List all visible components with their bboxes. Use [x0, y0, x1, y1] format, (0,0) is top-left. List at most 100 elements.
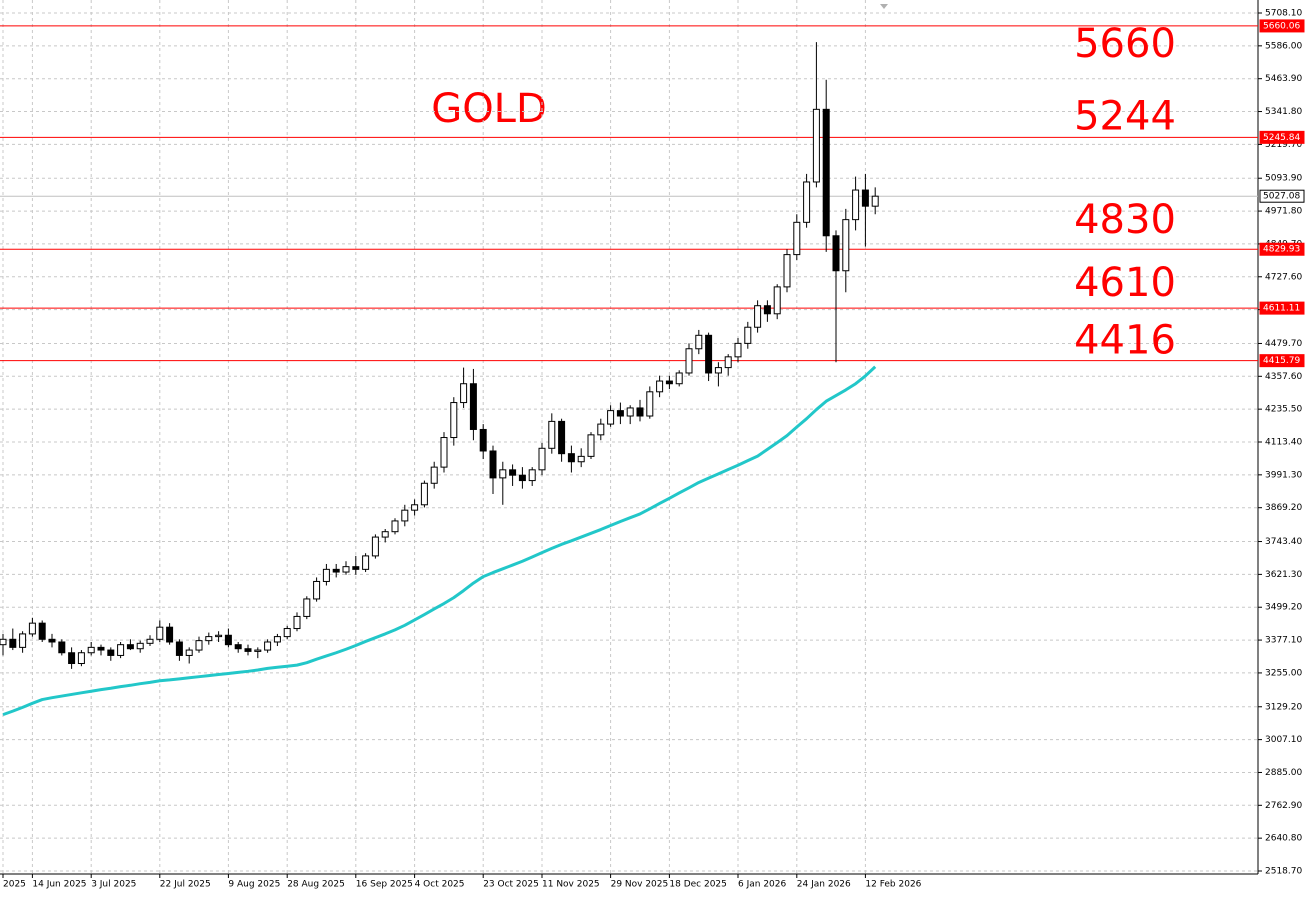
candle-body: [205, 636, 213, 642]
candle-body: [58, 641, 66, 654]
candle-body: [754, 305, 762, 328]
candle-body: [175, 641, 183, 656]
x-tick-label: 22 Jul 2025: [160, 880, 211, 890]
y-tick-label: 3499.20: [1265, 603, 1302, 613]
candle-body: [783, 254, 791, 288]
y-tick-label: 2640.80: [1265, 834, 1302, 844]
x-tick-label: 4 Oct 2025: [415, 880, 465, 890]
candle-body: [401, 509, 409, 522]
y-tick-label: 4971.80: [1265, 207, 1302, 217]
candle-body: [411, 504, 419, 511]
candle-body: [675, 372, 683, 385]
candle-body: [371, 536, 379, 557]
candle-body: [322, 568, 330, 582]
y-tick-label: 5708.10: [1265, 9, 1302, 19]
candle-body: [528, 469, 536, 482]
candle-body: [126, 644, 134, 650]
candle-body: [215, 634, 223, 638]
candle-body: [793, 221, 801, 256]
candle-body: [626, 407, 634, 417]
y-tick-label: 3377.10: [1265, 636, 1302, 646]
candle-body: [665, 380, 673, 385]
candle-body: [499, 469, 507, 479]
candle-body: [597, 423, 605, 436]
candle-body: [861, 189, 869, 207]
candle-body: [548, 420, 556, 449]
price-label-box: [1259, 301, 1305, 315]
candle-body: [558, 420, 566, 455]
candle-body: [273, 636, 281, 643]
candle-body: [489, 450, 497, 479]
y-tick-label: 5219.70: [1265, 140, 1302, 150]
x-tick-label: 9 Aug 2025: [228, 880, 280, 890]
y-tick-label: 4357.60: [1265, 372, 1302, 382]
candle-body: [362, 555, 370, 570]
grid: [0, 0, 1258, 874]
y-tick-label: 2885.00: [1265, 768, 1302, 778]
level-annotation: 4610: [1074, 260, 1176, 306]
candle-body: [803, 181, 811, 223]
price-label-box: [1259, 189, 1305, 203]
candle-body: [842, 219, 850, 272]
candles: [0, 42, 879, 669]
x-tick-label: 14 Jun 2025: [32, 880, 86, 890]
candle-body: [812, 108, 820, 183]
candle-body: [744, 326, 752, 344]
candle-body: [48, 638, 56, 643]
candle-body: [430, 466, 438, 484]
x-tick-label: 29 Nov 2025: [611, 880, 669, 890]
level-annotation: 4830: [1074, 197, 1176, 243]
candle-body: [391, 520, 399, 533]
candle-body: [185, 649, 193, 656]
chart-title: GOLD: [431, 86, 547, 132]
y-tick-label: 2762.90: [1265, 801, 1302, 811]
candle-body: [342, 566, 350, 573]
candle-body: [381, 531, 389, 538]
x-tick-label: 11 Nov 2025: [542, 880, 600, 890]
candle-body: [636, 407, 644, 417]
candle-body: [656, 380, 664, 393]
candle-body: [832, 235, 840, 272]
y-tick-label: 3007.10: [1265, 735, 1302, 745]
candle-body: [469, 383, 477, 430]
candle-body: [293, 615, 301, 630]
candle-body: [763, 305, 771, 315]
x-tick-label: 6 Jan 2026: [738, 880, 786, 890]
price-label-box: [1259, 242, 1305, 256]
x-tick-label: 16 Sep 2025: [356, 880, 413, 890]
candle-body: [714, 367, 722, 374]
candle-body: [87, 646, 95, 654]
candle-body: [450, 402, 458, 439]
candle-body: [440, 437, 448, 468]
candle-body: [871, 195, 879, 207]
price-label: 5245.84: [1263, 133, 1300, 143]
candle-body: [685, 348, 693, 374]
y-tick-label: 5341.80: [1265, 107, 1302, 117]
candle-body: [0, 638, 7, 646]
candle-body: [166, 626, 174, 643]
price-label-box: [1259, 354, 1305, 368]
y-tick-label: 4727.60: [1265, 272, 1302, 282]
candle-body: [313, 580, 321, 600]
y-tick-label: 5586.00: [1265, 41, 1302, 51]
candle-body: [77, 652, 85, 665]
candle-body: [695, 334, 703, 350]
candle-body: [146, 638, 154, 644]
candle-body: [97, 646, 105, 651]
y-tick-label: 2518.70: [1265, 867, 1302, 877]
candle-body: [19, 633, 27, 648]
candle-body: [156, 626, 164, 640]
level-annotation: 5244: [1074, 93, 1176, 139]
y-tick-label: 3869.20: [1265, 503, 1302, 513]
price-label: 4829.93: [1263, 245, 1300, 255]
y-tick-label: 3255.00: [1265, 668, 1302, 678]
price-label: 5660.06: [1263, 21, 1300, 31]
candle-body: [852, 189, 860, 221]
y-tick-label: 3621.30: [1265, 570, 1302, 580]
candle-body: [518, 474, 526, 482]
price-label-box: [1259, 19, 1305, 33]
candle-body: [587, 434, 595, 457]
candle-body: [773, 286, 781, 315]
candle-body: [616, 410, 624, 417]
